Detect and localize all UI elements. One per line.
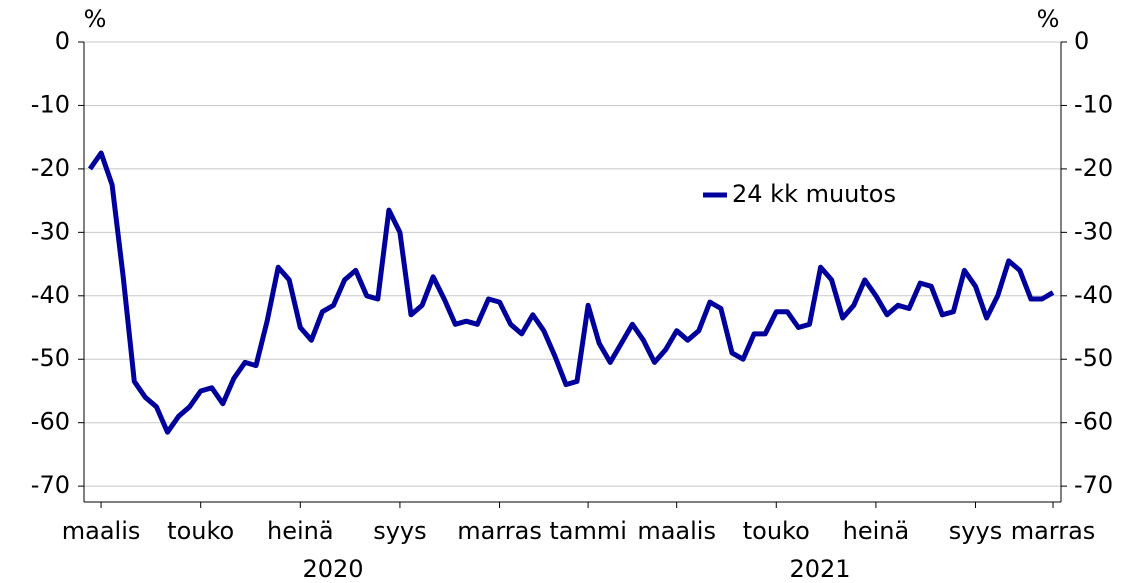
y-tick-label: -20 (31, 154, 70, 182)
y2-tick-label: 0 (1074, 27, 1089, 55)
y2-tick-label: -20 (1074, 154, 1113, 182)
y2-tick-label: -60 (1074, 408, 1113, 436)
y-unit: % (84, 5, 107, 33)
y2-unit: % (1037, 5, 1060, 33)
x-tick-label: marras (457, 517, 542, 545)
y-tick-label: -60 (31, 408, 70, 436)
x-tick-label: maalis (637, 517, 716, 545)
y2-tick-label: -70 (1074, 471, 1113, 499)
x-tick-label: heinä (267, 517, 334, 545)
x-tick-label: touko (743, 517, 810, 545)
y-tick-label: -30 (31, 217, 70, 245)
x-tick-label: heinä (843, 517, 910, 545)
y2-tick-label: -30 (1074, 217, 1113, 245)
x-tick-label: tammi (549, 517, 627, 545)
legend-label: 24 kk muutos (732, 180, 896, 208)
y2-tick-label: -10 (1074, 90, 1113, 118)
y2-tick-label: -40 (1074, 281, 1113, 309)
x-tick-label: syys (949, 517, 1002, 545)
y-tick-label: -50 (31, 344, 70, 372)
y-tick-label: -70 (31, 471, 70, 499)
y-tick-label: -10 (31, 90, 70, 118)
x-tick-label: maalis (62, 517, 141, 545)
line-series (87, 150, 1055, 435)
y-tick-label: 0 (55, 27, 70, 55)
year-label: 2020 (302, 555, 363, 583)
x-tick-label: marras (1011, 517, 1096, 545)
year-label: 2021 (789, 555, 850, 583)
x-tick-label: touko (167, 517, 234, 545)
x-tick-label: syys (373, 517, 426, 545)
y2-tick-label: -50 (1074, 344, 1113, 372)
y-tick-label: -40 (31, 281, 70, 309)
